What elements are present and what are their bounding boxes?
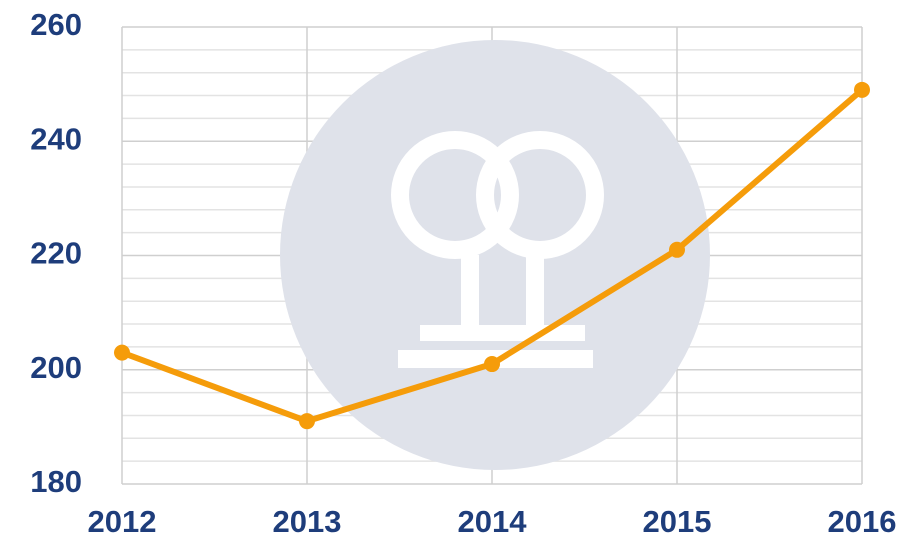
watermark <box>280 40 710 470</box>
y-tick-label: 220 <box>30 236 82 271</box>
x-tick-label: 2013 <box>273 504 342 539</box>
y-tick-label: 200 <box>30 350 82 385</box>
point <box>114 344 130 361</box>
point <box>669 241 685 258</box>
x-tick-label: 2014 <box>458 504 528 539</box>
point <box>854 81 870 98</box>
x-tick-label: 2012 <box>88 504 157 539</box>
point <box>299 413 315 430</box>
x-tick-label: 2016 <box>828 504 897 539</box>
y-tick-label: 240 <box>30 121 82 156</box>
y-tick-label: 180 <box>30 464 82 499</box>
y-tick-label: 260 <box>30 7 82 42</box>
x-tick-label: 2015 <box>643 504 712 539</box>
point <box>484 356 500 373</box>
